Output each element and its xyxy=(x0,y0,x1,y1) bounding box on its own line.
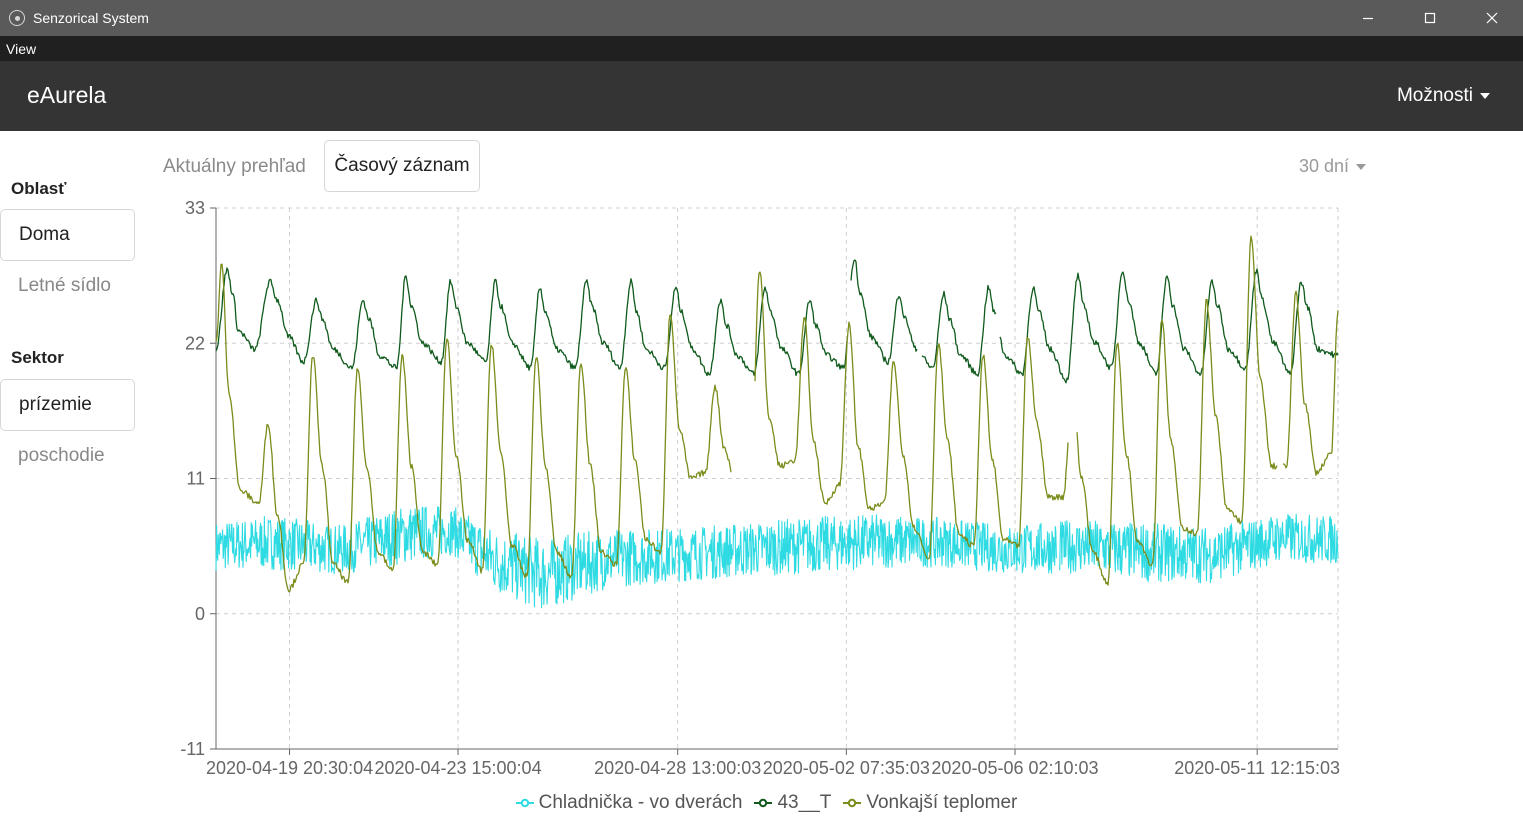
y-tick-label: 0 xyxy=(195,604,205,624)
range-dropdown[interactable]: 30 dní xyxy=(1299,156,1366,177)
menu-view[interactable]: View xyxy=(6,40,37,57)
legend-label: Vonkajší teplomer xyxy=(866,792,1018,813)
menubar: View xyxy=(0,36,1523,61)
legend-marker-icon xyxy=(843,798,862,808)
sector-heading: Sektor xyxy=(11,348,64,367)
x-tick-label: 2020-04-23 15:00:04 xyxy=(374,758,541,778)
minimize-button[interactable] xyxy=(1337,0,1399,36)
chart-legend: Chladnička - vo dverách 43__T Vonkajší t… xyxy=(0,790,1523,816)
tab-overview[interactable]: Aktuálny prehľad xyxy=(163,156,306,177)
y-tick-label: 22 xyxy=(185,333,205,353)
sidebar-item-label: Doma xyxy=(19,224,70,245)
range-label: 30 dní xyxy=(1298,156,1349,176)
sidebar-item-letne-sidlo[interactable]: Letné sídlo xyxy=(0,260,135,312)
sidebar-item-poschodie[interactable]: poschodie xyxy=(0,430,135,482)
maximize-button[interactable] xyxy=(1399,0,1461,36)
series-line-fridge xyxy=(215,506,1339,609)
minimize-icon xyxy=(1363,17,1373,20)
close-icon xyxy=(1486,12,1498,24)
area-heading: Oblasť xyxy=(11,179,67,198)
options-dropdown[interactable]: Možnosti xyxy=(1397,85,1490,107)
app-logo-icon xyxy=(9,10,25,26)
caret-down-icon xyxy=(1480,93,1490,99)
options-label: Možnosti xyxy=(1396,85,1473,106)
window-titlebar: Senzorical System xyxy=(0,0,1523,36)
window-title: Senzorical System xyxy=(33,10,149,26)
legend-item-fridge[interactable]: Chladnička - vo dverách xyxy=(515,792,743,814)
temperature-line-chart: -11 0 11 22 33 2020-04-19 20:30:04 2020-04-23 … xyxy=(180,198,1340,778)
x-tick-label: 2020-04-28 13:00:03 xyxy=(594,758,761,778)
app-navbar: eAurela Možnosti xyxy=(0,61,1523,131)
legend-label: Chladnička - vo dverách xyxy=(538,792,743,813)
caret-down-icon xyxy=(1356,163,1366,170)
close-button[interactable] xyxy=(1461,0,1523,36)
x-tick-label: 2020-04-19 20:30:04 xyxy=(206,758,373,778)
legend-item-outdoor[interactable]: Vonkajší teplomer xyxy=(843,792,1017,814)
tab-time-log[interactable]: Časový záznam xyxy=(324,140,480,192)
maximize-icon xyxy=(1424,12,1436,24)
chart-series xyxy=(215,235,1339,609)
brand-title[interactable]: eAurela xyxy=(27,82,107,108)
series-line-outdoor xyxy=(215,235,1339,593)
y-tick-label: 11 xyxy=(186,469,205,489)
series-line-43t xyxy=(215,259,1339,384)
y-tick-label: -11 xyxy=(180,739,205,759)
sidebar-item-label: prízemie xyxy=(19,394,92,415)
x-tick-label: 2020-05-06 02:10:03 xyxy=(931,758,1098,778)
sidebar-item-prizemie[interactable]: prízemie xyxy=(0,379,135,431)
legend-item-43t[interactable]: 43__T xyxy=(754,792,831,814)
y-tick-label: 33 xyxy=(185,198,205,218)
legend-marker-icon xyxy=(754,798,773,808)
tab-time-log-label: Časový záznam xyxy=(334,155,470,176)
legend-marker-icon xyxy=(515,798,534,808)
sidebar-item-doma[interactable]: Doma xyxy=(0,209,135,261)
x-tick-label: 2020-05-02 07:35:03 xyxy=(763,758,930,778)
chart-axes: -11 0 11 22 33 2020-04-19 20:30:04 2020-04-23 … xyxy=(180,198,1340,778)
window-controls xyxy=(1337,0,1523,36)
legend-label: 43__T xyxy=(777,792,832,813)
x-tick-label: 2020-05-11 12:15:03 xyxy=(1174,758,1340,778)
sidebar-item-label: Letné sídlo xyxy=(18,275,111,296)
sidebar-item-label: poschodie xyxy=(18,445,105,466)
